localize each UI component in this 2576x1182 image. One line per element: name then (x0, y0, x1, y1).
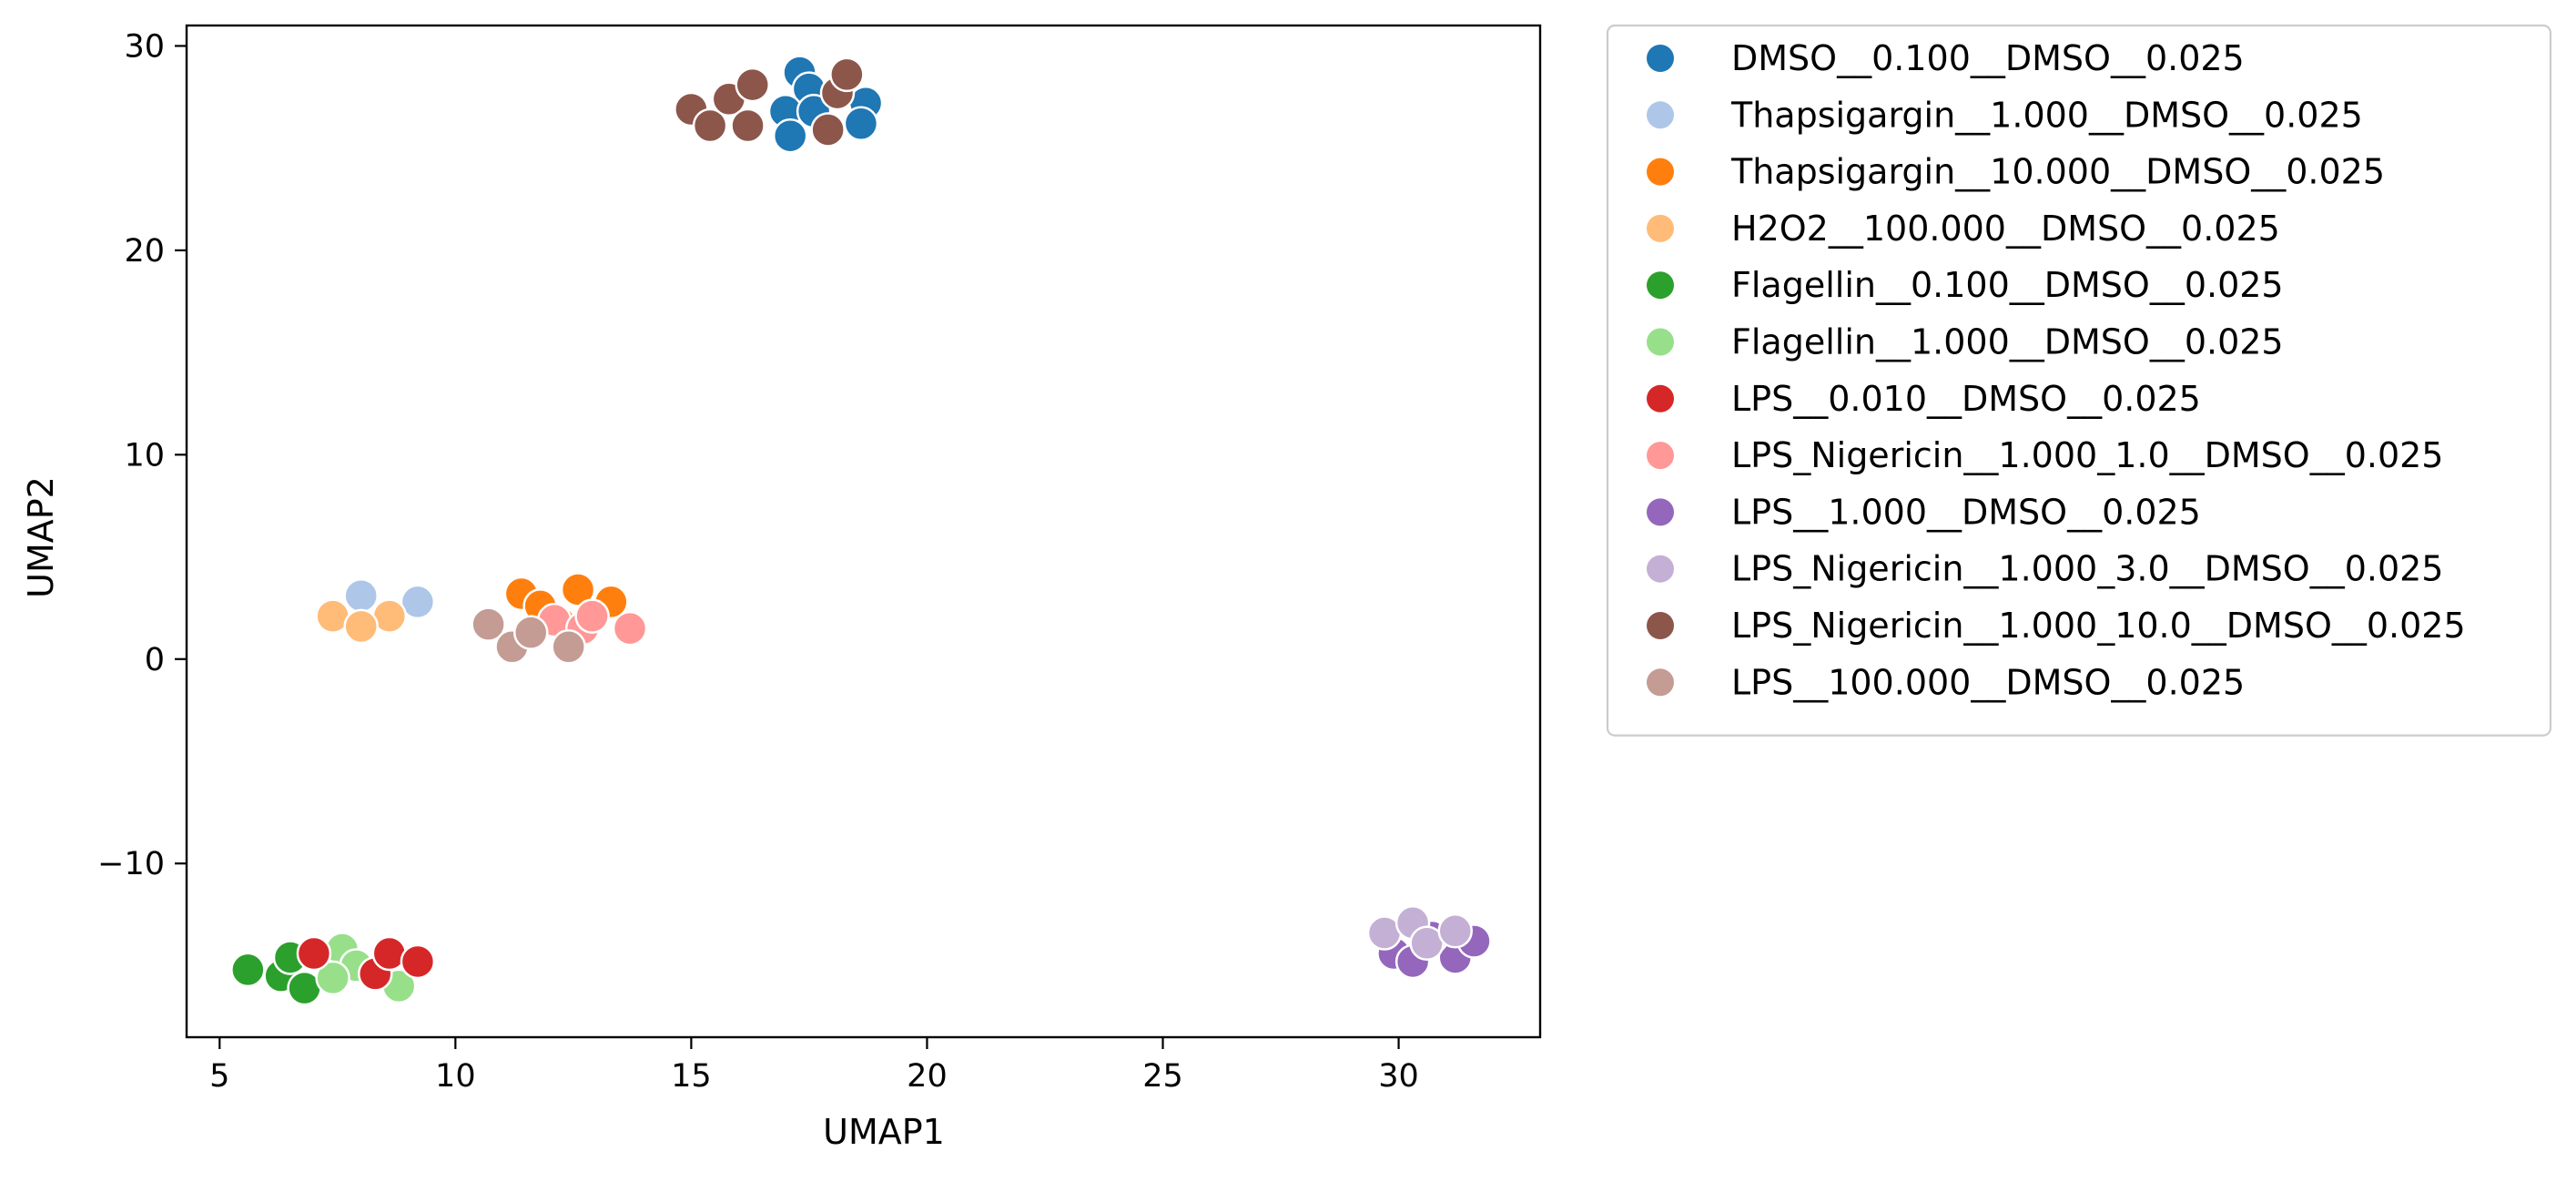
scatter-point (400, 943, 436, 980)
scatter-point (772, 117, 808, 154)
x-tick-label: 20 (907, 1058, 948, 1095)
x-tick-label: 5 (209, 1058, 229, 1095)
legend-marker (1647, 442, 1674, 470)
legend-label: LPS__0.010__DMSO__0.025 (1731, 379, 2201, 419)
scatter-point (230, 952, 266, 988)
plot-area (185, 24, 1542, 1039)
x-tick-label: 25 (1142, 1058, 1183, 1095)
scatter-point (829, 56, 865, 93)
legend-marker (1647, 328, 1674, 356)
legend: DMSO__0.100__DMSO__0.025 Thapsigargin__1.… (1606, 24, 2552, 737)
scatter-point (343, 608, 379, 645)
scatter-point (735, 66, 770, 103)
x-axis-ticks: 5 10 15 20 25 30 (209, 1037, 1419, 1095)
scatter-point (692, 107, 728, 144)
scatter-point (843, 106, 879, 141)
plot-frame (185, 24, 1542, 1039)
legend-marker (1647, 668, 1674, 697)
legend-label: Thapsigargin__10.000__DMSO__0.025 (1730, 152, 2385, 192)
scatter-point (612, 610, 648, 647)
legend-label: Flagellin__0.100__DMSO__0.025 (1731, 265, 2284, 305)
legend-label: LPS__100.000__DMSO__0.025 (1731, 662, 2245, 702)
legend-label: H2O2__100.000__DMSO__0.025 (1731, 209, 2280, 249)
x-tick-label: 30 (1378, 1058, 1419, 1095)
legend-marker (1647, 384, 1674, 413)
legend-label: LPS_Nigericin__1.000_1.0__DMSO__0.025 (1731, 435, 2444, 475)
scatter-point (1437, 913, 1473, 949)
legend-marker (1647, 271, 1674, 300)
legend-label: LPS_Nigericin__1.000_10.0__DMSO__0.025 (1731, 606, 2466, 646)
scatter-point (551, 629, 586, 665)
x-tick-label: 10 (435, 1058, 476, 1095)
legend-marker (1647, 555, 1674, 583)
y-axis-label: UMAP2 (21, 476, 61, 598)
legend-marker (1647, 612, 1674, 639)
y-tick-label: 20 (124, 233, 165, 270)
y-tick-label: 0 (145, 642, 165, 678)
legend-marker (1647, 101, 1674, 129)
x-axis-label: UMAP1 (823, 1112, 945, 1152)
legend-marker (1647, 498, 1674, 526)
scatter-point (471, 606, 506, 642)
legend-marker (1647, 214, 1674, 242)
legend-label: LPS_Nigericin__1.000_3.0__DMSO__0.025 (1731, 549, 2444, 589)
y-tick-label: 30 (124, 28, 165, 65)
legend-label: Thapsigargin__1.000__DMSO__0.025 (1730, 95, 2363, 135)
scatter-point (574, 598, 610, 634)
legend-frame (1606, 24, 2552, 737)
scatter-point (512, 615, 549, 650)
legend-label: LPS__1.000__DMSO__0.025 (1731, 492, 2201, 532)
legend-marker (1647, 158, 1674, 186)
y-tick-label: −10 (97, 846, 165, 882)
scatter-point (296, 935, 332, 972)
data-points (230, 55, 1492, 1006)
y-axis-ticks: −10 0 10 20 30 (97, 28, 187, 882)
legend-label: Flagellin__1.000__DMSO__0.025 (1731, 322, 2284, 362)
legend-marker (1647, 45, 1674, 72)
scatter-point (315, 960, 350, 996)
scatter-point (400, 584, 436, 620)
y-tick-label: 10 (124, 437, 165, 474)
scatter-point (343, 577, 379, 614)
x-tick-label: 15 (671, 1058, 712, 1095)
scatter-point (810, 112, 846, 148)
scatter-point (730, 107, 766, 144)
legend-label: DMSO__0.100__DMSO__0.025 (1731, 38, 2245, 78)
